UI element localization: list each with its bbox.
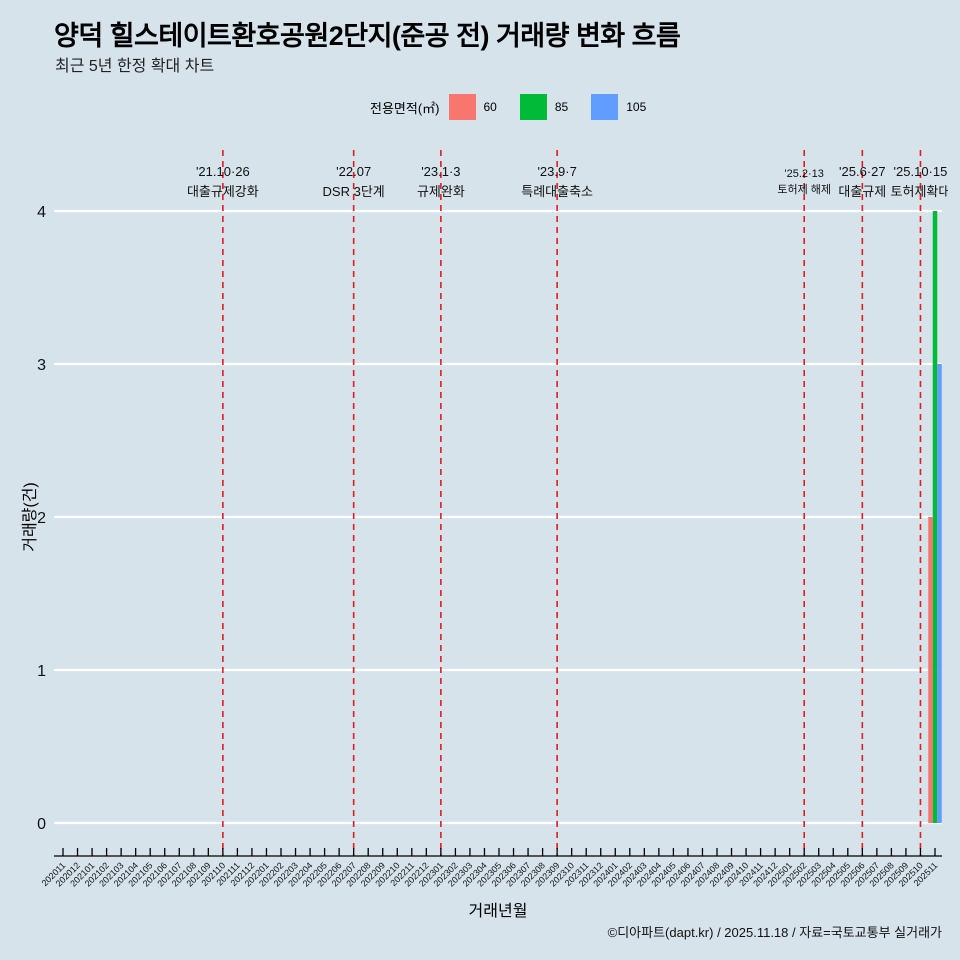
y-tick-label: 0 [37,816,46,833]
chart-subtitle: 최근 5년 한정 확대 차트 [55,58,215,75]
bar-60-202511 [928,517,933,823]
event-date: '25.10·15 [894,164,948,179]
event-lines [222,150,922,856]
y-gridlines [54,209,942,825]
event-annotations: '21.10·26 대출규제강화 '22.07 DSR 3단계 '23.1·3 규제완화 '… [187,164,951,199]
event-label: DSR 3단계 [323,184,385,199]
event-date: '23.1·3 [421,164,460,179]
legend-label-60: 60 [483,100,497,114]
event-label: 대출규제강화 [187,184,259,199]
bar-85-202511 [932,211,938,823]
legend-label-105: 105 [626,100,647,114]
caption: ©디아파트(dapt.kr) / 2025.11.18 / 자료=국토교통부 실… [607,925,942,940]
bars [928,211,942,823]
x-axis-title: 거래년월 [468,903,528,920]
bar-105-202511 [937,364,942,823]
legend: 전용면적(㎡) 60 85 105 [370,94,646,120]
legend-title: 전용면적(㎡) [370,100,440,116]
event-label: 대출규제 [838,184,886,199]
event-date: '22.07 [336,164,371,179]
legend-key-85 [519,94,547,120]
y-axis-title: 거래량(건) [22,482,39,552]
event-date: '21.10·26 [196,164,250,179]
legend-key-105 [591,94,619,120]
event-date: '23.9·7 [537,164,576,179]
chart-title: 양덕 힐스테이트환호공원2단지(준공 전) 거래량 변화 흐름 [54,21,681,51]
y-tick-label: 3 [37,357,46,374]
y-axis-ticks: 0 1 2 3 4 [37,204,46,833]
y-tick-label: 2 [37,510,46,527]
legend-key-60 [448,94,476,120]
x-axis: 2020112020122021012021022021032021042021… [40,848,942,889]
event-date: '25.6·27 [839,164,886,179]
event-label: 특례대출축소 [521,184,593,199]
event-date: '25.2·13 [784,168,823,180]
event-label: 토허제 해제 [777,182,831,196]
legend-label-85: 85 [554,100,569,114]
y-tick-label: 1 [37,663,46,680]
event-label: 토허제확대 [891,184,951,199]
y-tick-label: 4 [37,204,46,221]
event-label: 규제완화 [417,184,465,199]
